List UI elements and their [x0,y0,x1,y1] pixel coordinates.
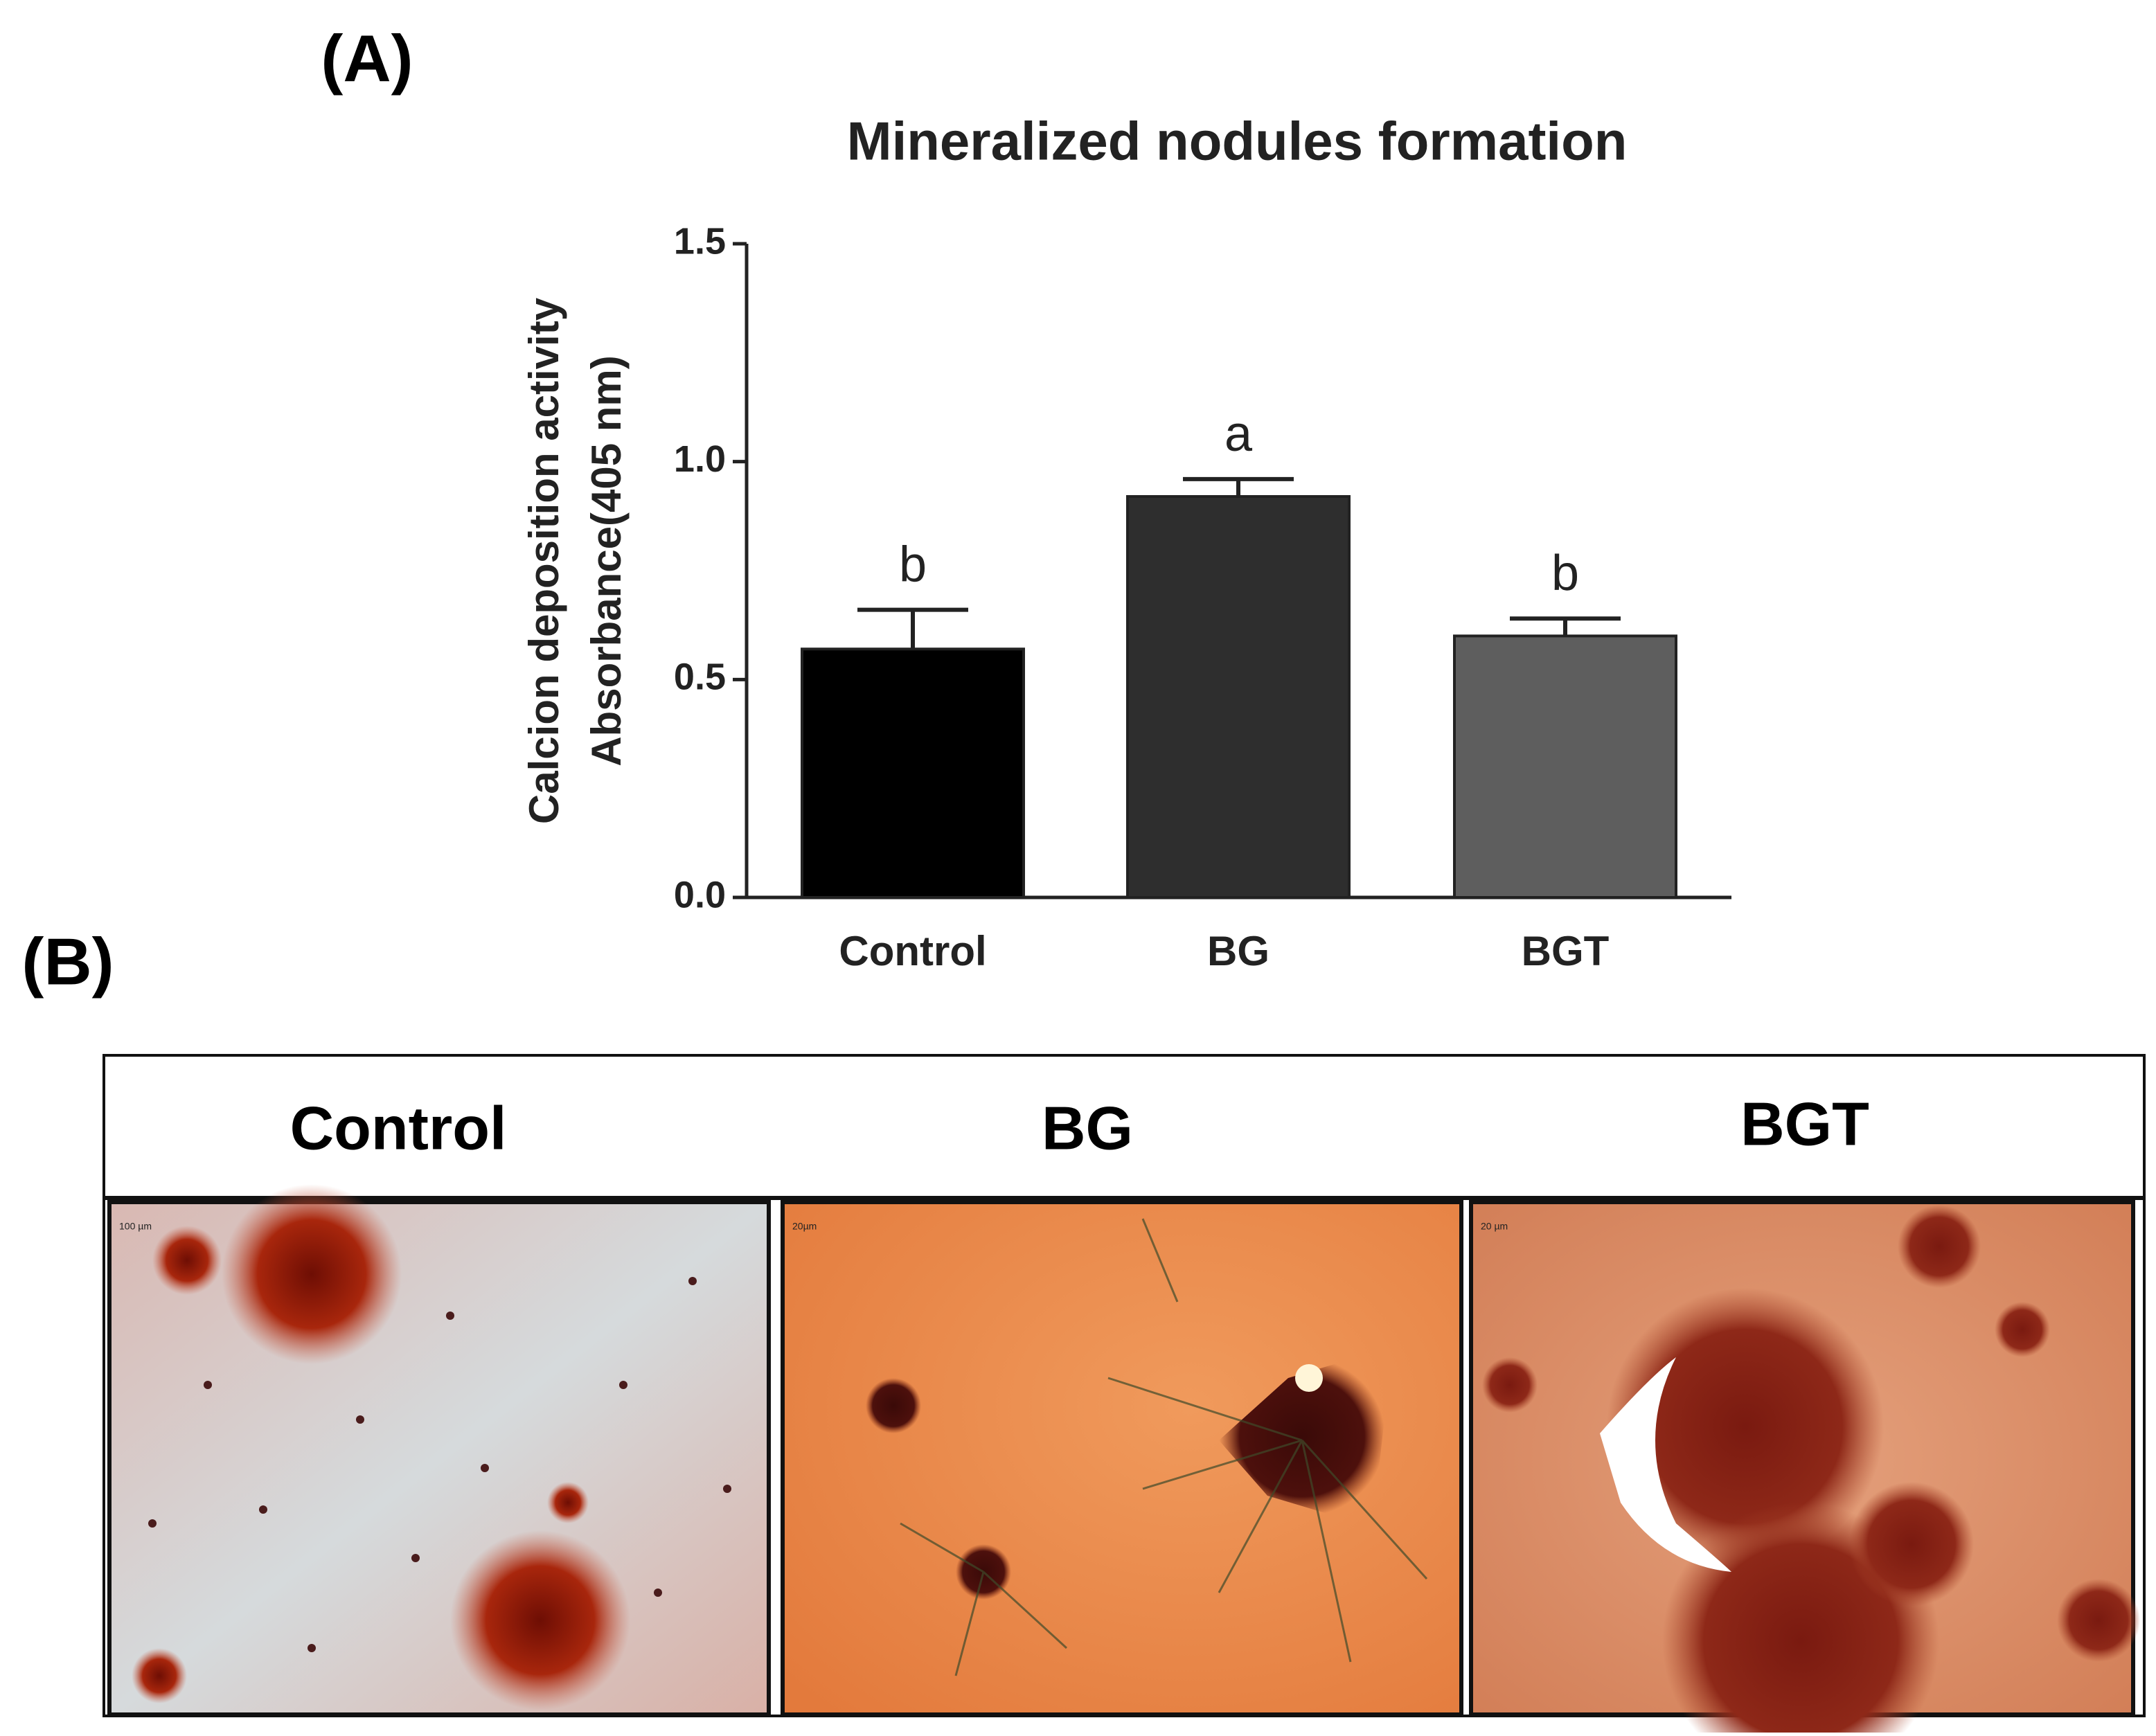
bar [1453,634,1677,900]
bar [801,647,1025,900]
scale-bar-label: 20 µm [1481,1221,1508,1232]
micrograph-image: 20µm [781,1200,1463,1717]
y-axis-label: Calcion deposition activity [521,297,567,824]
panel-label: (A) [321,21,413,96]
x-tick-label: BG [1207,928,1269,974]
bar [1126,495,1351,899]
bar-chart: Mineralized nodules formation Calcion de… [521,111,1731,974]
significance-letter: b [1551,546,1579,601]
y-axis-label: Absorbance(405 nm) [583,355,630,767]
micrograph-image: 100 µm [107,1184,771,1717]
significance-letter: b [899,537,927,593]
panel-label: (B) [21,924,114,999]
micrograph-panel: Control BG BGT 100 µm [103,1054,2146,1736]
micrograph-header: BGT [1740,1089,1869,1158]
scale-bar-label: 100 µm [119,1221,152,1232]
chart-title: Mineralized nodules formation [847,111,1628,172]
scale-bar-label: 20µm [792,1221,817,1232]
significance-letter: a [1224,406,1253,462]
y-tick-label: 0.0 [674,874,726,915]
y-tick-label: 0.5 [674,656,726,698]
x-tick-label: Control [839,928,986,974]
y-tick-label: 1.5 [674,220,726,262]
micrograph-image: 20 µm [1469,1200,2140,1736]
x-tick-label: BGT [1522,928,1610,974]
micrograph-header: BG [1042,1093,1133,1162]
y-tick-label: 1.0 [674,438,726,480]
micrograph-header: Control [290,1093,507,1162]
